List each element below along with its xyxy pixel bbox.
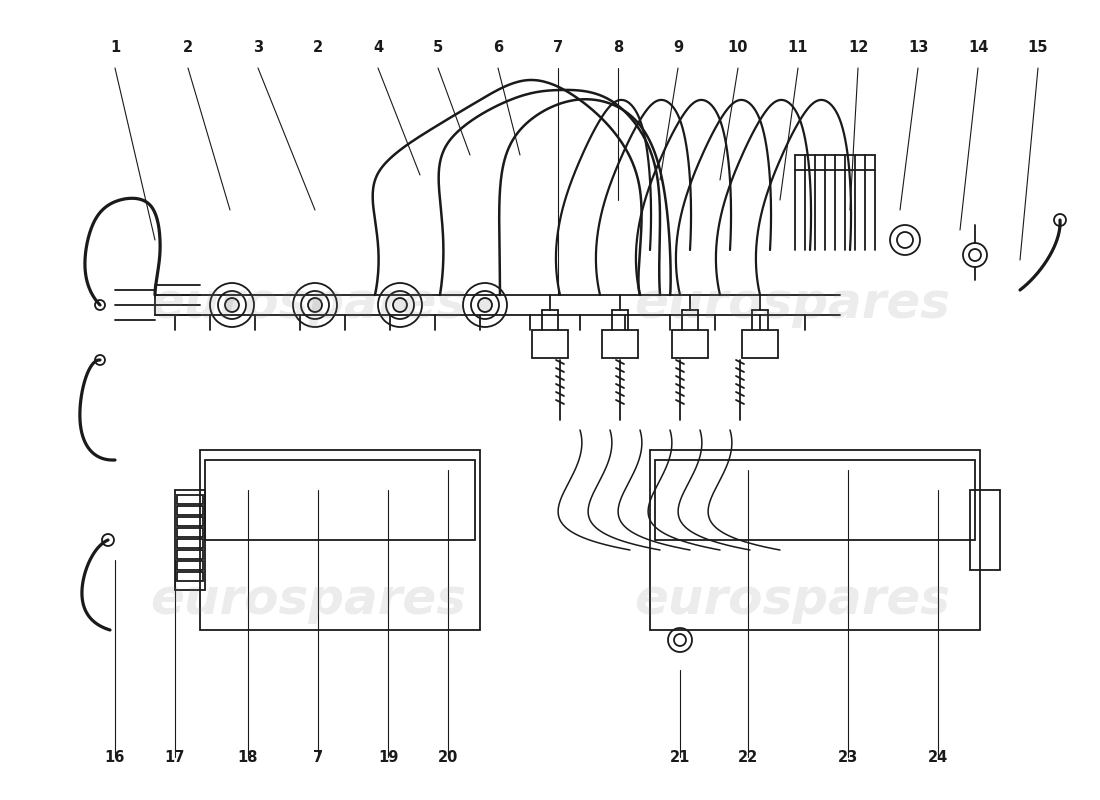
Text: 6: 6: [493, 41, 503, 55]
Text: eurospares: eurospares: [150, 576, 466, 624]
Text: 7: 7: [553, 41, 563, 55]
Text: 2: 2: [312, 41, 323, 55]
Text: 18: 18: [238, 750, 258, 765]
Text: 9: 9: [673, 41, 683, 55]
Circle shape: [226, 298, 239, 312]
Circle shape: [478, 298, 492, 312]
Bar: [177, 550, 204, 559]
Text: 15: 15: [1027, 41, 1048, 55]
Text: 20: 20: [438, 750, 459, 765]
Bar: [177, 561, 204, 570]
Text: 1: 1: [110, 41, 120, 55]
Text: 21: 21: [670, 750, 690, 765]
Text: 22: 22: [738, 750, 758, 765]
Text: 7: 7: [312, 750, 323, 765]
Text: eurospares: eurospares: [634, 280, 950, 328]
Bar: [177, 528, 204, 537]
Bar: [177, 572, 204, 581]
Text: eurospares: eurospares: [634, 576, 950, 624]
Bar: [970, 490, 1000, 570]
Bar: [532, 330, 568, 358]
Bar: [200, 450, 480, 630]
Bar: [742, 330, 778, 358]
Bar: [177, 506, 204, 515]
Text: 16: 16: [104, 750, 125, 765]
Text: 11: 11: [788, 41, 808, 55]
Text: 12: 12: [848, 41, 868, 55]
Text: eurospares: eurospares: [150, 280, 466, 328]
Text: 4: 4: [373, 41, 383, 55]
Circle shape: [308, 298, 322, 312]
Text: 2: 2: [183, 41, 194, 55]
Bar: [175, 490, 205, 590]
Text: 24: 24: [928, 750, 948, 765]
Text: 3: 3: [253, 41, 263, 55]
Bar: [205, 460, 475, 540]
Text: 5: 5: [433, 41, 443, 55]
Bar: [177, 539, 204, 548]
Text: 19: 19: [377, 750, 398, 765]
Text: 8: 8: [613, 41, 623, 55]
Text: 13: 13: [908, 41, 928, 55]
Bar: [672, 330, 708, 358]
Bar: [650, 450, 980, 630]
Text: 14: 14: [968, 41, 988, 55]
Bar: [177, 517, 204, 526]
Text: 10: 10: [728, 41, 748, 55]
Text: 23: 23: [838, 750, 858, 765]
Bar: [602, 330, 638, 358]
Circle shape: [393, 298, 407, 312]
Bar: [177, 495, 204, 504]
Bar: [654, 460, 975, 540]
Text: 17: 17: [165, 750, 185, 765]
